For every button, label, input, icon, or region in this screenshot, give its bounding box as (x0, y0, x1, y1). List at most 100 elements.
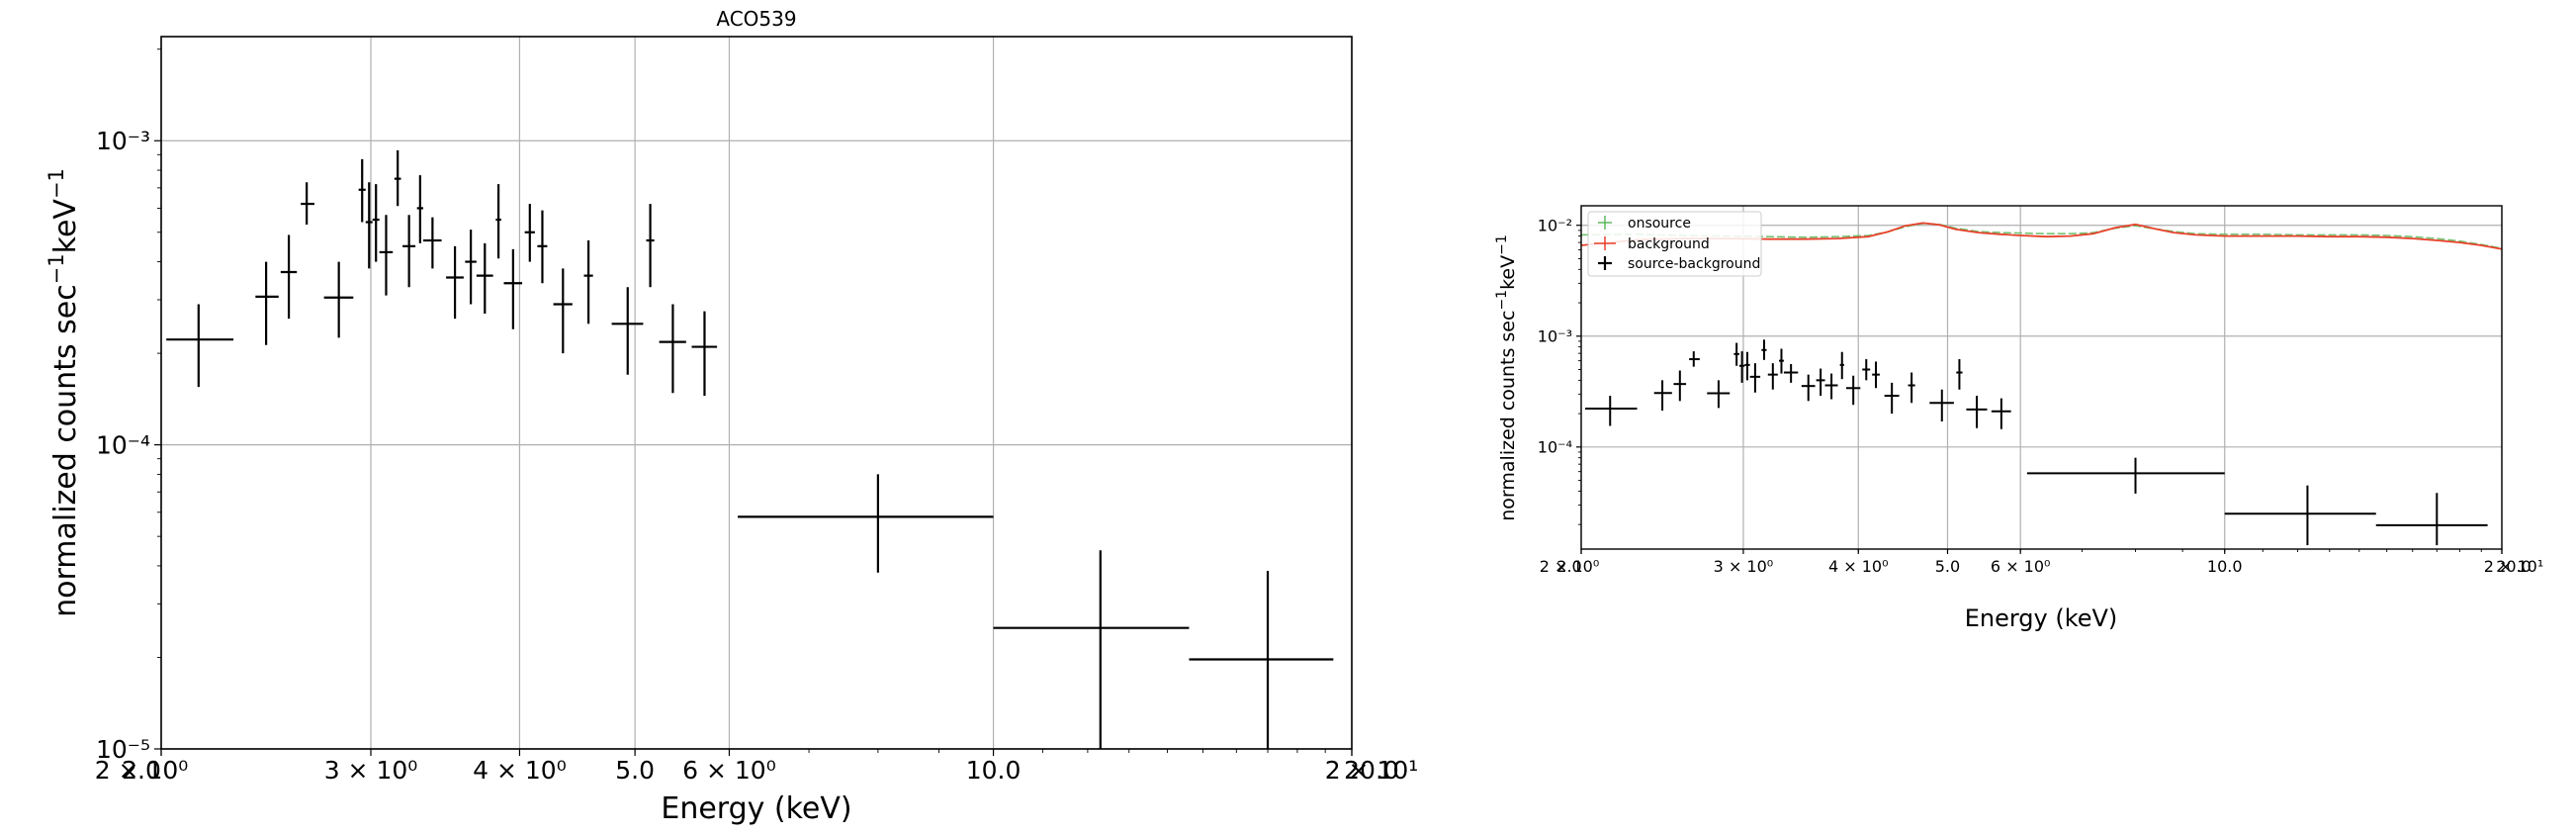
left-xtick-label: 2 × 10⁰ (95, 756, 189, 785)
left-xtick-label: 2 × 10¹ (1325, 756, 1419, 785)
left-errorbar-point (301, 182, 314, 226)
legend-source-background-label: source-background (1628, 256, 1760, 272)
left-errorbar-point (402, 215, 416, 288)
right-errorbar-point (1767, 363, 1778, 390)
left-errorbar-point (465, 230, 477, 305)
left-errorbar-point (416, 175, 424, 243)
left-y-label-sup1: −1 (44, 253, 68, 284)
left-errorbar-point (423, 217, 442, 269)
right-series-line-onsource (1580, 222, 2503, 249)
right-errorbar-point (1801, 374, 1816, 402)
left-errorbar-point (358, 158, 366, 223)
legend-background-label: background (1628, 236, 1710, 252)
left-errorbar-point (611, 287, 644, 375)
right-errorbar-point (1707, 380, 1731, 409)
right-xtick-label: 2.0 (1556, 557, 1581, 576)
left-errorbar-point (583, 240, 593, 325)
left-errorbar-point (553, 268, 573, 354)
left-errorbar-point (446, 245, 464, 320)
legend-onsource-label: onsource (1628, 216, 1691, 232)
right-xtick-label: 3 × 10⁰ (1714, 557, 1774, 576)
right-xtick-label: 2 × 10¹ (2484, 557, 2544, 576)
right-xtick-label: 5.0 (1935, 557, 1960, 576)
left-y-label-mid: keV (48, 199, 83, 254)
right-errorbar-point (1884, 382, 1900, 415)
left-xtick-label: 3 × 10⁰ (324, 756, 418, 785)
right-errorbar-point (1845, 375, 1861, 406)
left-ytick-label: 10⁻³ (96, 127, 150, 155)
right-series-line-background (1580, 222, 2503, 250)
right-x-axis-label: Energy (keV) (1965, 604, 2118, 632)
right-errorbar-point (1673, 370, 1687, 402)
right-errorbar-point (1956, 359, 1963, 390)
right-errorbar-point (1749, 363, 1761, 393)
left-errorbar-point (1189, 571, 1334, 749)
left-errorbar-point (379, 215, 394, 296)
right-errorbar-point (1744, 351, 1750, 381)
left-chart-title: ACO539 (716, 7, 796, 31)
right-errorbar-point (1779, 348, 1784, 374)
left-errorbar-point (323, 261, 354, 338)
right-xtick-label: 2 × 10⁰ (1540, 557, 1600, 576)
left-xtick-label: 10.0 (966, 756, 1022, 785)
legend-frame (1587, 211, 1762, 277)
right-xtick-label: 20.0 (2496, 557, 2532, 576)
left-x-axis-label: Energy (keV) (661, 791, 851, 826)
right-y-label-mid: keV (1497, 255, 1519, 290)
right-ytick-label: 10⁻⁴ (1538, 437, 1572, 456)
left-plot-frame (160, 36, 1353, 750)
right-xtick-label: 10.0 (2207, 557, 2243, 576)
left-errorbar-point (524, 204, 535, 262)
right-errorbar-point (1761, 339, 1767, 360)
right-xtick-label: 6 × 10⁰ (1991, 557, 2051, 576)
right-plot-frame (1580, 205, 2503, 550)
right-errorbar-point (1991, 398, 2011, 429)
left-errorbar-point (993, 550, 1190, 749)
left-errorbar-point (738, 474, 994, 573)
left-errorbar-point (691, 311, 718, 397)
right-errorbar-point (1824, 373, 1838, 400)
right-errorbar-point (1733, 342, 1739, 366)
left-errorbar-point (659, 304, 686, 394)
left-xtick-label: 20.0 (1344, 756, 1399, 785)
left-errorbar-point (646, 204, 655, 288)
left-errorbar-point (166, 304, 234, 388)
right-errorbar-point (1966, 396, 1988, 428)
left-xtick-label: 4 × 10⁰ (473, 756, 567, 785)
right-errorbar-point (1929, 389, 1954, 422)
left-y-axis-label: normalized counts sec−1keV−1 (44, 168, 83, 617)
right-ytick-label: 10⁻³ (1538, 326, 1572, 345)
left-ytick-label: 10⁻⁴ (96, 430, 150, 459)
left-data-marks (166, 149, 1334, 749)
left-grid (160, 37, 1353, 750)
right-errorbar-point (1585, 396, 1638, 426)
left-errorbar-point (255, 261, 279, 345)
left-errorbar-point (503, 248, 523, 329)
left-errorbar-point (495, 184, 501, 259)
left-xtick-label: 2.0 (122, 756, 161, 785)
left-errorbar-point (394, 149, 401, 207)
right-xtick-label: 4 × 10⁰ (1828, 557, 1889, 576)
right-errorbar-point (1738, 351, 1745, 383)
left-errorbar-point (537, 210, 548, 284)
right-errorbar-point (1862, 359, 1871, 381)
right-errorbar-point (1689, 351, 1700, 367)
left-ytick-label: 10⁻⁵ (96, 735, 150, 764)
right-errorbar-point (1839, 351, 1844, 380)
left-errorbar-point (476, 242, 493, 315)
left-y-label-sup2: −1 (44, 168, 68, 199)
right-data-marks (1580, 222, 2503, 546)
right-errorbar-point (1908, 372, 1915, 404)
left-errorbar-point (280, 234, 298, 320)
right-errorbar-point (1783, 363, 1799, 383)
left-xtick-label: 5.0 (615, 756, 655, 785)
right-errorbar-point (1653, 380, 1672, 412)
right-errorbar-point (1872, 361, 1880, 389)
left-errorbar-point (365, 182, 373, 269)
left-xtick-label: 6 × 10⁰ (682, 756, 776, 785)
